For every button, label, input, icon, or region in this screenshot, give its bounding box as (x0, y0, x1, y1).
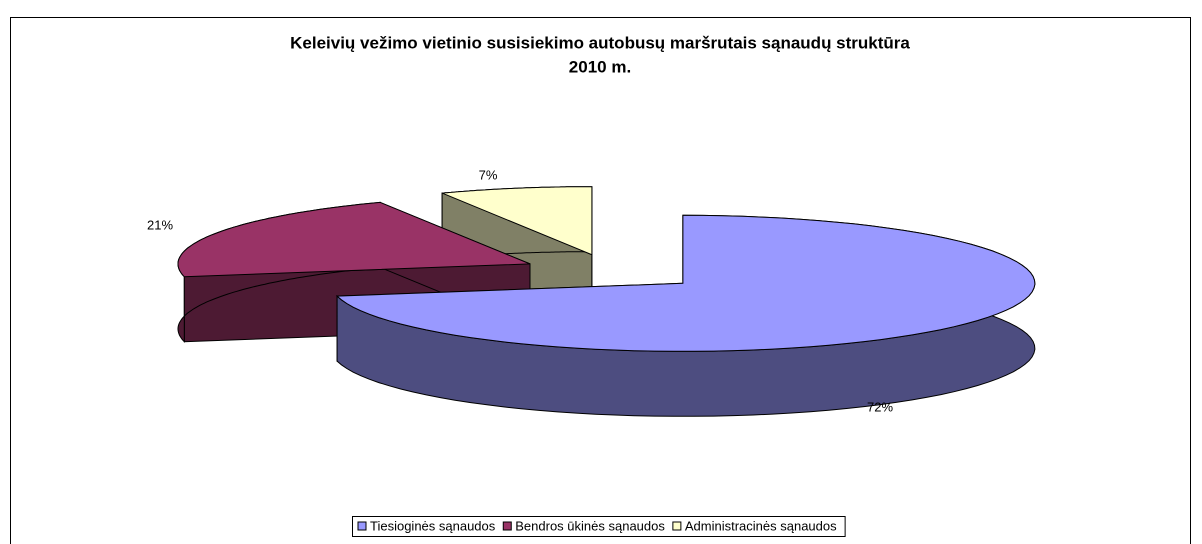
legend: Tiesioginės sąnaudos Bendros ūkinės sąnau… (352, 516, 846, 537)
legend-label: Tiesioginės sąnaudos (370, 518, 496, 533)
data-label: 7% (479, 167, 498, 182)
legend-swatch (672, 521, 682, 531)
legend-label: Administracinės sąnaudos (685, 518, 837, 533)
legend-box (352, 516, 846, 537)
slice-top (335, 214, 1036, 352)
slice-top (177, 201, 531, 278)
slice-top (441, 186, 593, 256)
legend-swatch (502, 521, 512, 531)
data-label: 21% (147, 217, 173, 232)
legend-label: Bendros ūkinės sąnaudos (515, 518, 665, 533)
pie: 72% 21% 7% (147, 167, 1036, 417)
chart-title: Keleivių vežimo vietinio susisiekimo aut… (290, 33, 910, 52)
data-label: 72% (867, 399, 893, 414)
legend-swatch (357, 521, 367, 531)
chart-title: 2010 m. (569, 57, 631, 76)
